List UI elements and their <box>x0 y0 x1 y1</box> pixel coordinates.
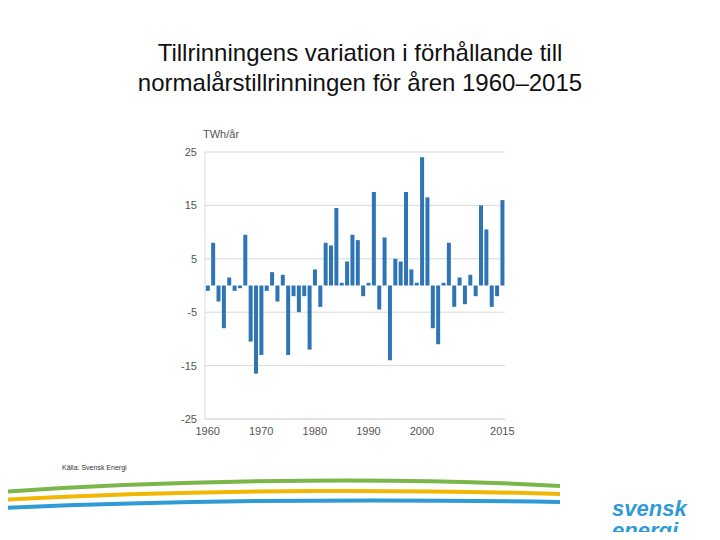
svg-text:-5: -5 <box>187 306 197 318</box>
svg-text:-15: -15 <box>181 360 197 372</box>
svg-text:25: 25 <box>185 146 197 158</box>
svg-text:1960: 1960 <box>195 425 219 437</box>
svg-text:1970: 1970 <box>249 425 273 437</box>
html-text:Källa: Svensk Energi: Källa: Svensk Energi <box>62 464 127 471</box>
html-text:TWh/år: TWh/år <box>203 128 240 140</box>
svg-text:2015: 2015 <box>490 425 514 437</box>
svg-text:5: 5 <box>191 253 197 265</box>
html-text:Tillrinningens variation i för: Tillrinningens variation i förhållande t… <box>137 39 583 96</box>
svg-text:1980: 1980 <box>303 425 327 437</box>
svg-text:2000: 2000 <box>410 425 434 437</box>
svg-text:-25: -25 <box>181 413 197 425</box>
svg-text:1990: 1990 <box>356 425 380 437</box>
svg-text:15: 15 <box>185 199 197 211</box>
